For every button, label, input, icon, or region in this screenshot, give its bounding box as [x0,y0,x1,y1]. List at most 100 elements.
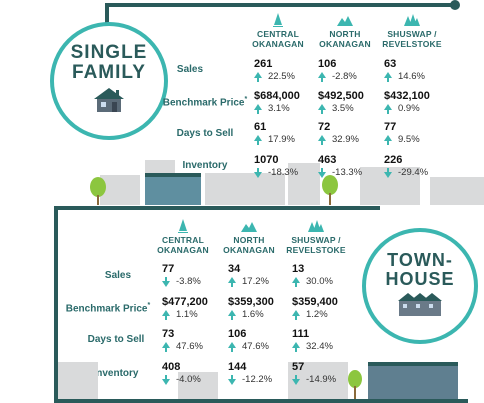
cell-value: 77 [162,263,175,275]
arrow-up-icon [318,103,326,114]
cell-value: $432,100 [384,90,430,102]
cell-change-text: -2.8% [332,71,357,82]
sf-label-inventory: Inventory [170,160,240,171]
cell-change: 47.6% [228,341,269,352]
cell-value: 61 [254,121,267,133]
sf-region-shuswap-line1: SHUSWAP / [387,29,437,39]
cell-change: 32.9% [318,134,359,145]
arrow-down-icon [292,374,300,385]
cell-value: 408 [162,361,181,373]
cell-value: 1070 [254,154,279,166]
th-region-central-line2: OKANAGAN [157,244,209,255]
th-label-sales: Sales [88,270,148,281]
frame-line-top [105,3,458,7]
sf-tree-1 [90,177,106,197]
cell-value: 77 [384,121,397,133]
sf-label-sales: Sales [160,64,220,75]
arrow-up-icon [228,309,236,320]
shuswap-revelstoke-icon [404,14,420,26]
arrow-up-icon [384,134,392,145]
arrow-up-icon [384,103,392,114]
cell-change: 30.0% [292,276,333,287]
cell-change-text: 1.2% [306,309,328,320]
th-label-inventory: Inventory [78,368,154,379]
sf-cell-inventory-central-okanagan: 1070 -18.3% [254,154,298,178]
cell-change-text: 47.6% [242,341,269,352]
cell-value: 106 [318,58,337,70]
townhouse-badge-line2: HOUSE [385,268,455,289]
cell-change: 32.4% [292,341,333,352]
th-cell-inventory-shuswap-revelstoke: 57 -14.9% [292,361,336,385]
townhouse-badge: TOWN- HOUSE [362,228,478,344]
sf-house-teal [145,175,201,205]
shuswap-revelstoke-icon [308,220,324,232]
single-family-badge-line2: FAMILY [72,62,146,83]
sf-region-central-line2: OKANAGAN [252,38,304,49]
cell-change: 22.5% [254,71,295,82]
sf-cell-days-to-sell-central-okanagan: 61 17.9% [254,121,295,145]
cell-change: 3.1% [254,103,300,114]
cell-value: $684,000 [254,90,300,102]
th-cell-inventory-north-okanagan: 144 -12.2% [228,361,272,385]
th-skyline [58,352,468,399]
sf-cell-sales-shuswap-revelstoke: 63 14.6% [384,58,425,82]
arrow-up-icon [292,276,300,287]
cell-change: -29.4% [384,167,428,178]
cell-change: 3.5% [318,103,364,114]
cell-value: 144 [228,361,247,373]
cell-value: 111 [292,328,310,340]
th-house-row [368,364,458,399]
th-cell-benchmark-price-north-okanagan: $359,300 1.6% [228,296,274,320]
frame-line-mid-left [54,206,58,403]
th-label-sales-text: Sales [104,270,132,281]
cell-change-text: -14.9% [306,374,337,385]
th-region-north-line1: NORTH [233,235,265,245]
cell-value: 72 [318,121,331,133]
sf-region-central-line1: CENTRAL [256,29,299,39]
th-cell-sales-central-okanagan: 77 -3.8% [162,263,201,287]
sf-tree-2 [322,175,338,195]
sf-region-shuswap-revelstoke: SHUSWAP / REVELSTOKE [378,12,446,50]
sf-cell-benchmark-price-north-okanagan: $492,500 3.5% [318,90,364,114]
arrow-up-icon [292,309,300,320]
cell-change: -3.8% [162,276,201,287]
cell-change-text: 17.2% [242,276,269,287]
arrow-down-icon [162,276,170,287]
cell-change-text: -13.3% [332,167,363,178]
cell-change-text: -29.4% [398,167,429,178]
arrow-down-icon [254,167,262,178]
cell-value: $477,200 [162,296,208,308]
single-family-badge: SINGLE FAMILY [50,22,168,140]
th-tree-1 [348,370,362,388]
th-cell-benchmark-price-central-okanagan: $477,200 1.1% [162,296,208,320]
cell-change: 17.2% [228,276,269,287]
sf-label-days-to-sell: Days to Sell [170,128,240,139]
arrow-up-icon [254,103,262,114]
north-okanagan-icon [337,16,353,26]
arrow-up-icon [162,309,170,320]
th-region-north-okanagan: NORTH OKANAGAN [218,218,280,256]
cell-change-text: 1.1% [176,309,198,320]
cell-value: 73 [162,328,175,340]
cell-value: $359,300 [228,296,274,308]
th-cell-sales-shuswap-revelstoke: 13 30.0% [292,263,333,287]
th-label-benchmark-price: Benchmark Price* [60,302,156,314]
central-okanagan-icon [178,219,188,233]
frame-line-mid-top [54,206,380,210]
cell-change: 14.6% [384,71,425,82]
cell-change-text: 32.4% [306,341,333,352]
arrow-up-icon [162,341,170,352]
cell-change: 17.9% [254,134,295,145]
sf-label-benchmark-mark: * [244,96,248,103]
cell-change-text: 30.0% [306,276,333,287]
sf-cell-inventory-shuswap-revelstoke: 226 -29.4% [384,154,428,178]
sf-label-days-text: Days to Sell [176,128,234,139]
sf-cell-benchmark-price-shuswap-revelstoke: $432,100 0.9% [384,90,430,114]
cell-value: 106 [228,328,247,340]
cell-change-text: 0.9% [398,103,420,114]
arrow-down-icon [318,167,326,178]
th-region-shuswap-line2: REVELSTOKE [286,244,346,255]
cell-change: 0.9% [384,103,430,114]
th-region-north-line2: OKANAGAN [223,244,275,255]
